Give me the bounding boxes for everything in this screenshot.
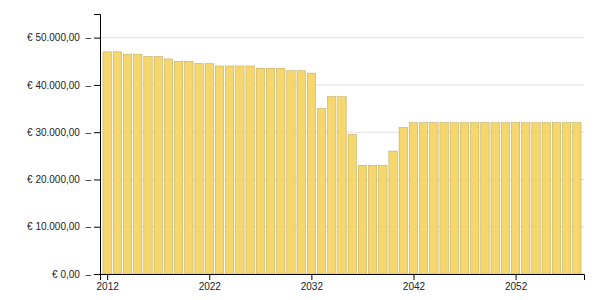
x-tick: 2042 [403,274,426,292]
bar [195,64,203,274]
x-tick-label: 2042 [403,281,426,292]
y-tick-label: € 10.000,00 – [27,221,91,232]
y-tick-mark [94,274,100,275]
x-tick: 2052 [505,274,528,292]
y-tick-label: € 50.000,00 – [27,32,91,43]
x-tick-label: 2012 [97,281,120,292]
x-tick: 2012 [97,274,120,292]
x-tick-mark [516,274,517,280]
y-tick-mark [94,179,100,180]
bar [409,123,417,274]
x-axis-line [101,275,585,281]
bar [174,61,182,274]
bar [522,123,530,274]
bar [215,66,223,274]
bar [103,52,111,274]
bar [256,68,264,274]
x-tick: 2022 [199,274,222,292]
bar [552,123,560,274]
bar [287,71,295,274]
plot: € 0,00 – € 10.000,00 – € 20.000,00 – € 30.0… [27,15,584,293]
bar [277,68,285,274]
bar [154,57,162,274]
bar [164,59,172,274]
bar [562,123,570,274]
bar [307,73,315,274]
y-tick-label: € 0,00 – [52,269,91,280]
x-tick: 2032 [301,274,324,292]
x-tick-mark [107,274,108,280]
bar [328,97,336,274]
bar [573,123,581,274]
bar [471,123,479,274]
bar [358,165,366,274]
bar [450,123,458,274]
bar [542,123,550,274]
bar [491,123,499,274]
bar [501,123,509,274]
x-tick-label: 2052 [505,281,528,292]
grid [100,38,584,274]
y-tick-label: € 20.000,00 – [27,174,91,185]
y-tick-label: € 30.000,00 – [27,127,91,138]
bar [205,64,213,274]
bar [348,135,356,274]
bar [144,57,152,274]
bar [338,97,346,274]
x-tick-mark [311,274,312,280]
bar [481,123,489,274]
bar [134,54,142,274]
grid-line [100,37,584,38]
bar [460,123,468,274]
bar [123,54,131,274]
bar [113,52,121,274]
x-tick-label: 2022 [199,281,222,292]
x-axis: 2012 2022 2032 2042 2052 [97,274,585,292]
bar [511,123,519,274]
x-tick-mark [209,274,210,280]
bar [399,127,407,274]
y-tick: € 40.000,00 – [27,80,100,91]
y-tick: € 10.000,00 – [27,221,100,232]
bar [225,66,233,274]
y-tick-label: € 40.000,00 – [27,80,91,91]
y-tick: € 0,00 – [52,269,100,280]
chart: € 0,00 – € 10.000,00 – € 20.000,00 – € 30.0… [0,0,600,300]
bar [440,123,448,274]
bar [266,68,274,274]
bars [103,52,581,274]
bar [379,165,387,274]
y-tick-mark [94,132,100,133]
y-tick: € 30.000,00 – [27,127,100,138]
x-tick-label: 2032 [301,281,324,292]
bar [236,66,244,274]
y-axis: € 0,00 – € 10.000,00 – € 20.000,00 – € 30.0… [27,15,100,280]
bar [389,151,397,274]
y-tick-mark [94,38,100,39]
bar [246,66,254,274]
y-tick: € 50.000,00 – [27,32,100,43]
y-axis-line [94,15,101,275]
y-tick-mark [94,85,100,86]
bar [532,123,540,274]
bar [420,123,428,274]
y-tick: € 20.000,00 – [27,174,100,185]
bar [368,165,376,274]
y-tick-mark [94,227,100,228]
bar [185,61,193,274]
x-tick-mark [413,274,414,280]
bar [430,123,438,274]
bar [317,109,325,274]
bar [297,71,305,274]
